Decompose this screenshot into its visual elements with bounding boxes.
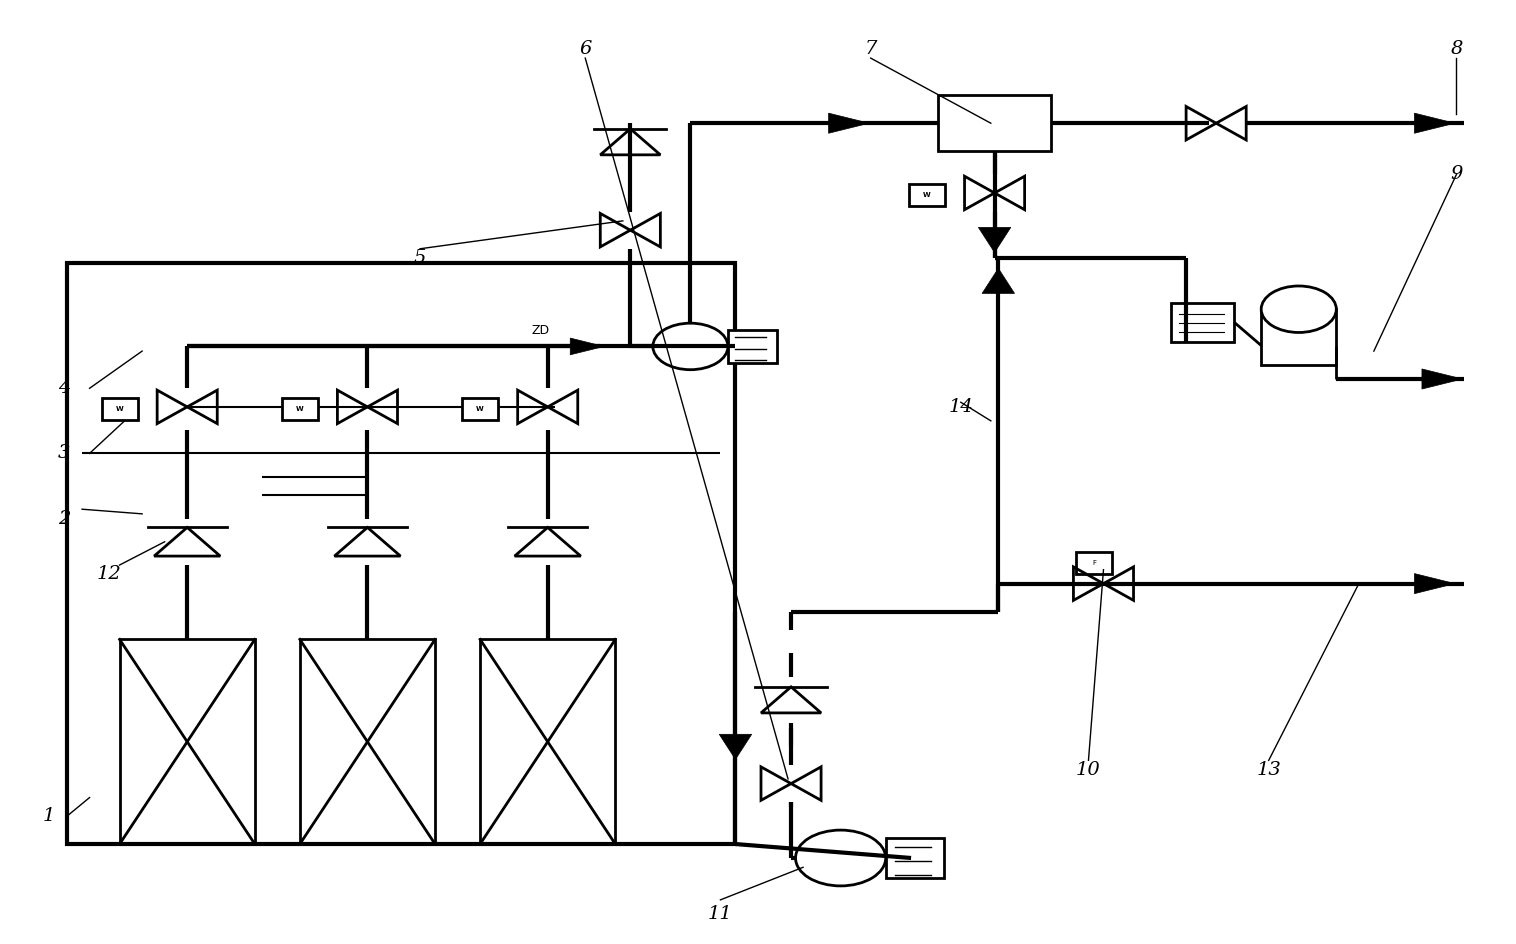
Bar: [481, 639, 615, 844]
Text: 14: 14: [949, 397, 973, 416]
Bar: [120, 639, 255, 844]
Bar: [1076, 552, 1113, 574]
Polygon shape: [719, 734, 752, 759]
Text: 8: 8: [1451, 40, 1463, 58]
Bar: [910, 184, 944, 206]
Polygon shape: [570, 338, 603, 355]
Circle shape: [1261, 286, 1336, 332]
Bar: [282, 397, 318, 420]
Text: 12: 12: [97, 565, 121, 583]
Bar: [1170, 303, 1234, 342]
Text: 5: 5: [414, 249, 426, 267]
Bar: [1261, 310, 1336, 365]
Bar: [462, 397, 499, 420]
Text: 7: 7: [864, 40, 876, 58]
Text: 6: 6: [579, 40, 591, 58]
Text: F: F: [1093, 560, 1096, 566]
Text: 3: 3: [58, 445, 70, 463]
Text: 2: 2: [58, 510, 70, 528]
Polygon shape: [978, 228, 1011, 252]
Text: W: W: [115, 406, 123, 412]
Polygon shape: [1422, 369, 1463, 389]
Bar: [938, 95, 1051, 151]
Text: 9: 9: [1451, 165, 1463, 183]
Bar: [885, 838, 944, 878]
Text: 4: 4: [58, 379, 70, 397]
Bar: [728, 330, 776, 362]
Bar: [300, 639, 435, 844]
Text: 11: 11: [708, 904, 732, 923]
Circle shape: [796, 830, 885, 885]
Text: W: W: [923, 192, 931, 198]
Bar: [102, 397, 138, 420]
Text: W: W: [476, 406, 484, 412]
Polygon shape: [982, 268, 1014, 294]
Text: 13: 13: [1257, 761, 1281, 779]
Circle shape: [653, 323, 728, 370]
Polygon shape: [1414, 574, 1455, 594]
Text: ZD: ZD: [531, 324, 549, 337]
Polygon shape: [1414, 113, 1455, 133]
Polygon shape: [829, 113, 869, 133]
Bar: [67, 262, 735, 844]
Text: W: W: [296, 406, 303, 412]
Text: 1: 1: [42, 807, 55, 825]
Text: 10: 10: [1076, 761, 1101, 779]
